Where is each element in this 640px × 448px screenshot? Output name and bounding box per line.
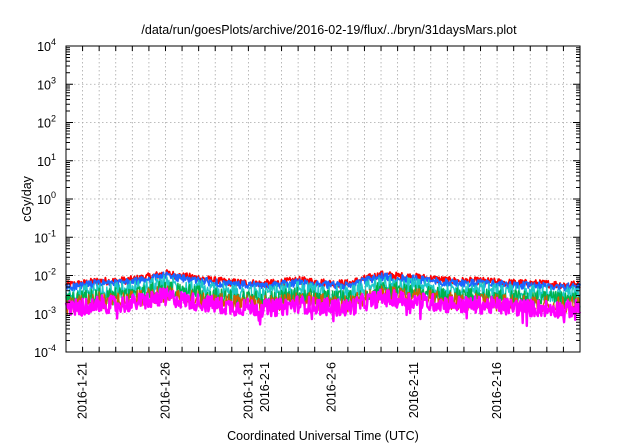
x-tick-label: 2016-1-26 — [158, 362, 172, 419]
y-tick-label: 101 — [37, 152, 56, 169]
x-tick-label: 2016-2-16 — [490, 362, 504, 419]
x-tick-label: 2016-2-6 — [324, 362, 338, 412]
grid — [66, 46, 580, 352]
x-tick-label: 2016-2-1 — [258, 362, 272, 412]
y-tick-label: 102 — [37, 114, 56, 131]
y-tick-label: 10-3 — [34, 305, 56, 322]
series-layer — [64, 269, 582, 328]
x-tick-labels: 2016-1-21 2016-1-26 2016-1-31 2016-2-1 2016-… — [76, 362, 505, 419]
series-line-magenta — [64, 287, 582, 328]
x-tick-label: 2016-1-31 — [241, 362, 255, 419]
y-tick-label: 104 — [37, 37, 56, 54]
chart-title: /data/run/goesPlots/archive/2016-02-19/f… — [141, 23, 517, 37]
y-tick-label: 100 — [37, 190, 56, 207]
x-tick-label: 2016-2-11 — [407, 362, 421, 418]
y-tick-label: 103 — [37, 75, 56, 92]
y-tick-label: 10-4 — [34, 343, 56, 360]
y-tick-labels: 10-4 10-3 10-2 10-1 100 101 102 103 104 — [34, 37, 56, 360]
y-tick-label: 10-2 — [34, 267, 56, 284]
x-tick-label: 2016-1-21 — [76, 362, 90, 419]
x-axis-label: Coordinated Universal Time (UTC) — [227, 429, 419, 443]
ticks — [66, 45, 580, 353]
y-axis-label: cGy/day — [20, 175, 34, 222]
y-tick-label: 10-1 — [34, 228, 56, 245]
